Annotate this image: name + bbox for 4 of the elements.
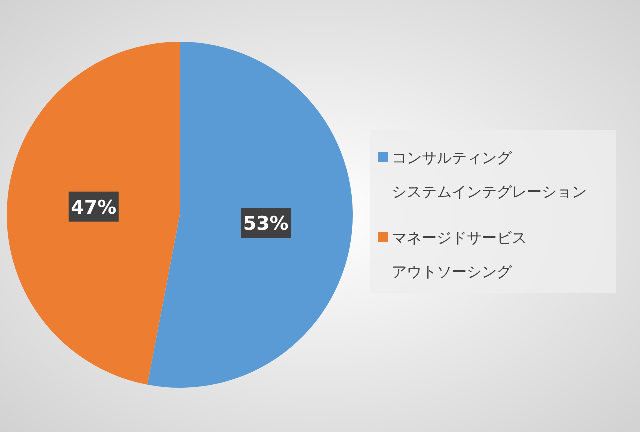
legend-label: コンサルティングシステムインテグレーション — [392, 149, 587, 201]
legend-label: マネージドサービスアウトソーシング — [392, 229, 527, 281]
data-label: 47% — [71, 196, 117, 219]
data-label: 53% — [243, 213, 289, 236]
